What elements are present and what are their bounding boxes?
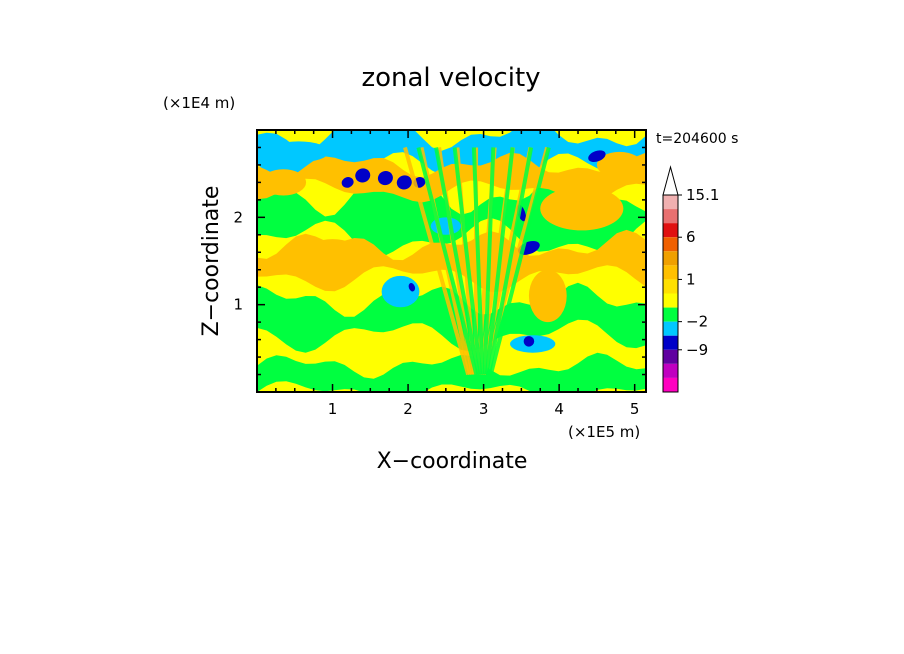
y-tick-label: 1 xyxy=(233,296,243,314)
x-unit-label: (×1E5 m) xyxy=(568,423,640,441)
field-wave-green xyxy=(434,147,481,375)
colorbar-swatch xyxy=(663,307,678,322)
field-blob-orange xyxy=(596,151,643,179)
x-axis-label: X−coordinate xyxy=(377,449,528,474)
colorbar-swatch xyxy=(663,293,678,308)
colorbar-swatch xyxy=(663,349,678,364)
colorbar-tick-label: −9 xyxy=(686,341,708,359)
colorbar-tick-label: 15.1 xyxy=(686,186,719,204)
colorbar-frame xyxy=(662,194,679,393)
colorbar-swatch xyxy=(663,265,678,280)
field-wave-green xyxy=(452,147,483,375)
field-blob-blue xyxy=(396,175,412,190)
field-blob-blue xyxy=(408,282,416,292)
field-band-green xyxy=(257,174,646,257)
field-blob-blue xyxy=(341,177,354,188)
field-wave-green xyxy=(484,147,515,375)
field-blob-blue xyxy=(377,170,393,186)
field-blob-orange xyxy=(540,186,624,231)
field-wave-green xyxy=(486,147,534,375)
plot-frame xyxy=(256,129,647,393)
colorbar-swatch xyxy=(663,251,678,266)
colorbar-swatch xyxy=(663,209,678,224)
contour-field xyxy=(257,130,646,392)
field-band-green xyxy=(257,352,646,392)
x-tick-label: 1 xyxy=(328,400,338,418)
colorbar-tick-label: 6 xyxy=(686,228,696,246)
chart-title: zonal velocity xyxy=(361,63,540,93)
field-blob-cyan xyxy=(381,275,420,308)
colorbar-swatch xyxy=(663,377,678,392)
x-tick-label: 3 xyxy=(479,400,489,418)
field-blob-orange xyxy=(306,239,359,266)
colorbar-swatch xyxy=(663,335,678,350)
colorbar-swatch xyxy=(663,321,678,336)
colorbar-swatch xyxy=(663,237,678,252)
colorbar-swatch xyxy=(663,223,678,238)
y-tick-label: 2 xyxy=(233,208,243,226)
x-tick-label: 2 xyxy=(403,400,413,418)
axis-ticks: 1 2 3 4 5 1 2 xyxy=(233,130,646,418)
y-unit-label: (×1E4 m) xyxy=(163,94,235,112)
x-tick-label: 5 xyxy=(630,400,640,418)
field-wave-green xyxy=(471,147,485,375)
field-blob-blue xyxy=(355,168,371,183)
colorbar-swatch xyxy=(663,195,678,210)
x-tick-label: 4 xyxy=(554,400,564,418)
field-blob-blue xyxy=(523,336,535,347)
colorbar: 15.1 6 1 −2 −9 xyxy=(662,165,719,393)
time-label: t=204600 s xyxy=(656,131,738,147)
colorbar-extend-arrow xyxy=(662,165,679,196)
field-blob-blue xyxy=(588,150,606,163)
field-wave-green xyxy=(416,146,479,376)
y-axis-label: Z−coordinate xyxy=(199,186,224,337)
colorbar-swatch xyxy=(663,279,678,294)
field-wave-orange xyxy=(403,146,471,376)
field-blob-orange xyxy=(260,169,307,196)
colorbar-tick-label: −2 xyxy=(686,313,708,331)
colorbar-tick-label: 1 xyxy=(686,270,696,288)
colorbar-swatch xyxy=(663,363,678,378)
field-blob-cyan xyxy=(268,141,329,163)
field-wave-green xyxy=(482,147,496,375)
field-blob-orange xyxy=(528,269,567,323)
field-wave-green xyxy=(488,146,551,376)
field-band-orange xyxy=(257,152,646,204)
